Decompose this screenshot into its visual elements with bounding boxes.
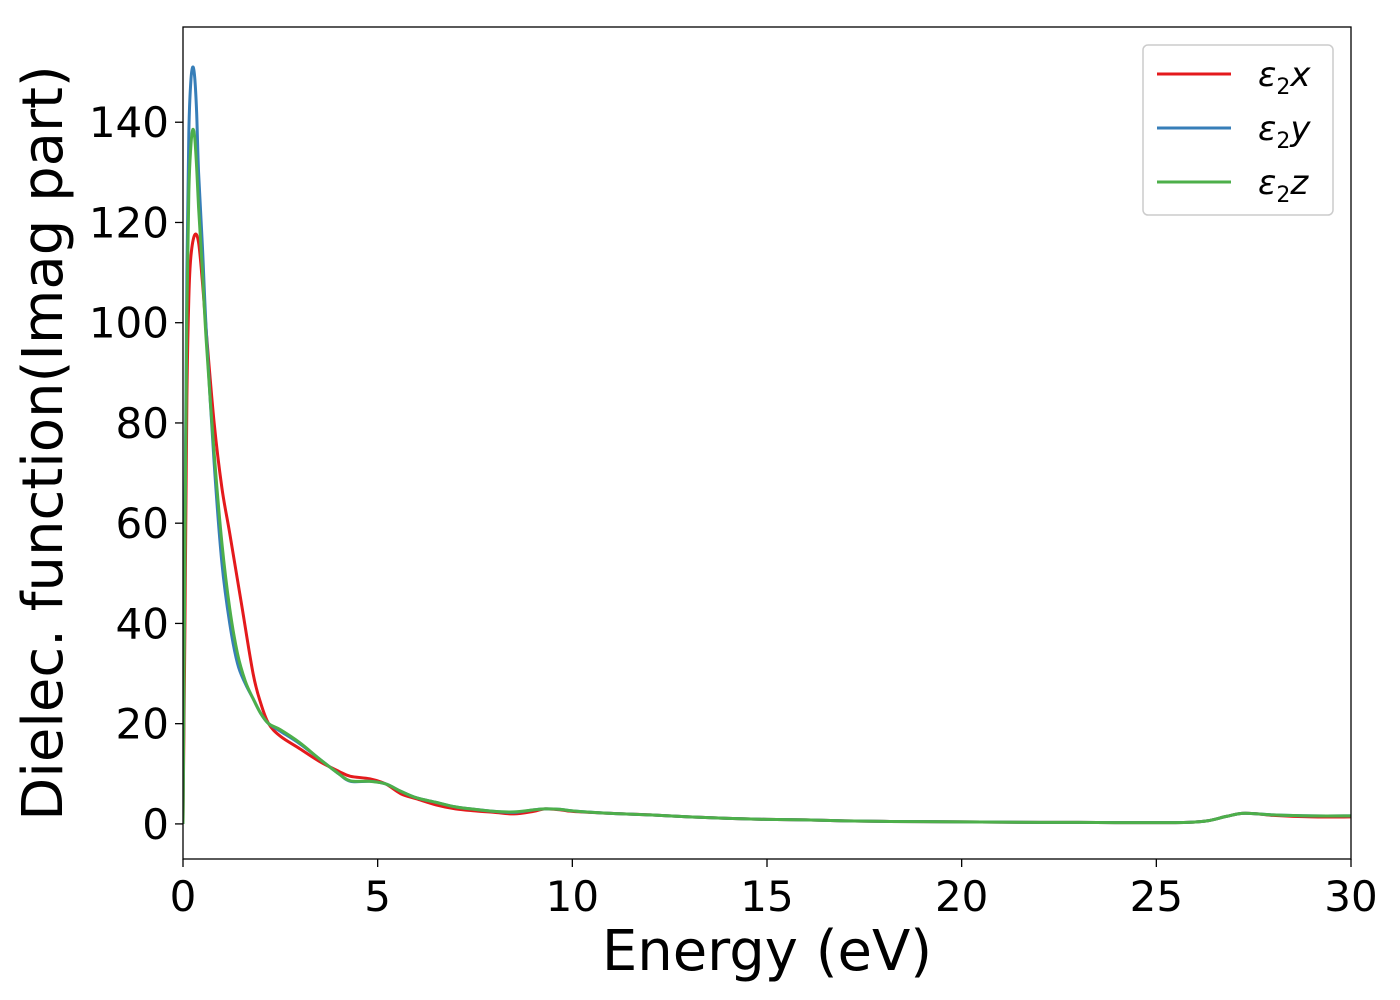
y-tick-label: 20 xyxy=(116,700,169,749)
y-tick-label: 140 xyxy=(89,98,169,147)
x-axis-title: Energy (eV) xyxy=(602,919,932,984)
y-axis-ticks: 0 20 40 60 80 100 120 140 xyxy=(89,98,183,849)
legend: ε2x ε2y ε2z xyxy=(1142,44,1334,216)
x-tick-label: 30 xyxy=(1324,872,1377,921)
y-tick-label: 0 xyxy=(142,800,169,849)
series-line-z xyxy=(183,127,1351,825)
y-tick-label: 120 xyxy=(89,198,169,247)
x-tick-label: 20 xyxy=(935,872,988,921)
series-layer xyxy=(183,65,1351,825)
x-tick-label: 10 xyxy=(546,872,599,921)
x-tick-label: 15 xyxy=(740,872,793,921)
x-tick-label: 5 xyxy=(364,872,391,921)
x-tick-label: 0 xyxy=(170,872,197,921)
legend-label-y: ε2y xyxy=(1258,109,1311,154)
legend-box xyxy=(1142,44,1334,216)
legend-label-x: ε2x xyxy=(1258,55,1311,100)
x-axis-ticks: 0 5 10 15 20 25 30 xyxy=(170,859,1378,921)
y-axis-title: Dielec. function(Imag part) xyxy=(11,65,76,821)
y-tick-label: 40 xyxy=(116,599,169,648)
x-tick-label: 25 xyxy=(1130,872,1183,921)
y-tick-label: 80 xyxy=(116,399,169,448)
legend-label-z: ε2z xyxy=(1258,163,1309,208)
y-tick-label: 100 xyxy=(89,299,169,348)
y-tick-label: 60 xyxy=(116,499,169,548)
